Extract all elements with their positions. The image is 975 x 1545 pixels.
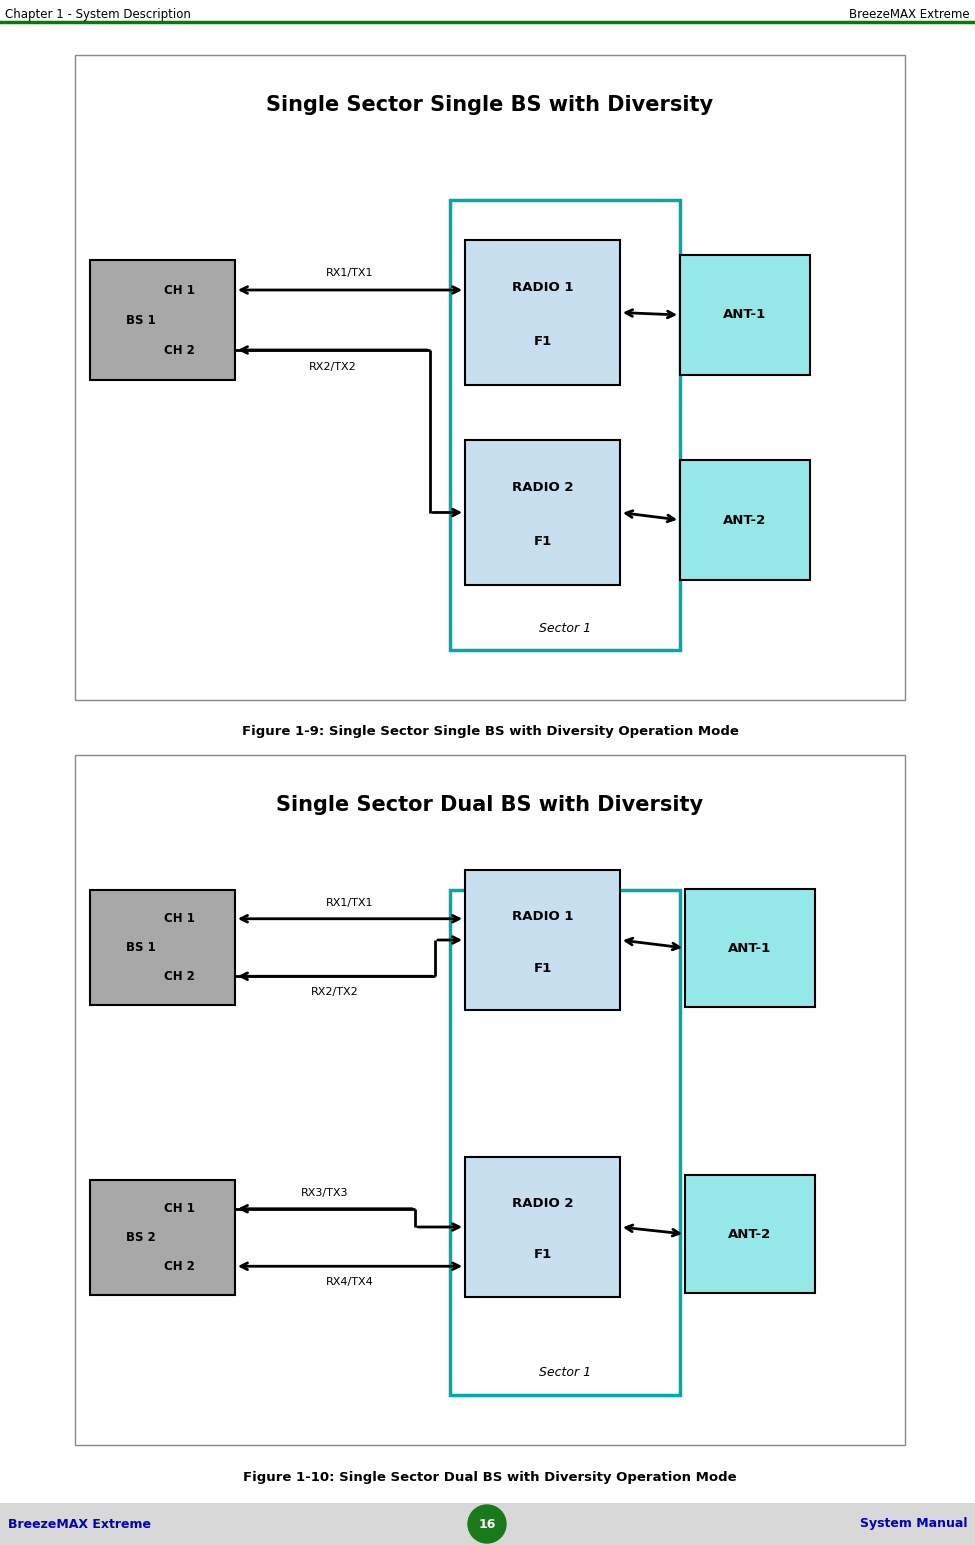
Text: RX2/TX2: RX2/TX2 <box>311 987 359 997</box>
Text: BS 2: BS 2 <box>126 1231 156 1244</box>
Text: RX4/TX4: RX4/TX4 <box>326 1278 373 1287</box>
Bar <box>465 239 620 385</box>
Text: RX1/TX1: RX1/TX1 <box>327 267 373 278</box>
Text: ANT-2: ANT-2 <box>723 513 766 527</box>
Text: BS 1: BS 1 <box>126 314 156 326</box>
Text: F1: F1 <box>533 961 552 975</box>
Bar <box>450 199 680 650</box>
Bar <box>680 460 810 579</box>
Text: F1: F1 <box>533 335 552 348</box>
Circle shape <box>468 1505 506 1543</box>
Bar <box>450 890 680 1395</box>
Text: ANT-1: ANT-1 <box>723 309 766 321</box>
Text: BS 1: BS 1 <box>126 941 156 953</box>
Text: RX2/TX2: RX2/TX2 <box>309 362 357 372</box>
Text: RADIO 2: RADIO 2 <box>512 482 573 494</box>
Text: Single Sector Single BS with Diversity: Single Sector Single BS with Diversity <box>266 94 714 114</box>
Text: CH 2: CH 2 <box>165 1259 195 1273</box>
Text: Sector 1: Sector 1 <box>539 1366 591 1380</box>
Bar <box>465 1157 620 1296</box>
Text: Chapter 1 - System Description: Chapter 1 - System Description <box>5 8 191 22</box>
Text: Single Sector Dual BS with Diversity: Single Sector Dual BS with Diversity <box>277 796 704 816</box>
Bar <box>465 870 620 1010</box>
Text: RADIO 1: RADIO 1 <box>512 910 573 922</box>
Bar <box>90 890 235 1004</box>
Text: Figure 1-10: Single Sector Dual BS with Diversity Operation Mode: Figure 1-10: Single Sector Dual BS with … <box>243 1471 737 1483</box>
Text: CH 1: CH 1 <box>165 283 195 297</box>
Bar <box>680 255 810 375</box>
Text: CH 2: CH 2 <box>165 970 195 983</box>
Bar <box>75 56 905 700</box>
Text: Figure 1-9: Single Sector Single BS with Diversity Operation Mode: Figure 1-9: Single Sector Single BS with… <box>242 726 738 739</box>
Text: RADIO 2: RADIO 2 <box>512 1197 573 1210</box>
Text: 16: 16 <box>479 1517 495 1531</box>
Text: F1: F1 <box>533 1248 552 1262</box>
Bar <box>90 1180 235 1295</box>
Text: Sector 1: Sector 1 <box>539 621 591 635</box>
Bar <box>0 1503 975 1545</box>
Text: ANT-2: ANT-2 <box>728 1227 771 1241</box>
Text: RADIO 1: RADIO 1 <box>512 281 573 295</box>
Text: F1: F1 <box>533 535 552 548</box>
Text: System Manual: System Manual <box>860 1517 967 1531</box>
Bar <box>685 888 815 1007</box>
Text: BreezeMAX Extreme: BreezeMAX Extreme <box>849 8 970 22</box>
Text: RX3/TX3: RX3/TX3 <box>301 1188 349 1197</box>
Bar <box>685 1176 815 1293</box>
Text: CH 1: CH 1 <box>165 1202 195 1216</box>
Bar <box>75 756 905 1445</box>
Text: CH 2: CH 2 <box>165 343 195 357</box>
Text: ANT-1: ANT-1 <box>728 941 771 955</box>
Text: BreezeMAX Extreme: BreezeMAX Extreme <box>8 1517 151 1531</box>
Bar <box>465 440 620 586</box>
Text: CH 1: CH 1 <box>165 912 195 925</box>
Text: RX1/TX1: RX1/TX1 <box>327 898 373 908</box>
Bar <box>90 260 235 380</box>
